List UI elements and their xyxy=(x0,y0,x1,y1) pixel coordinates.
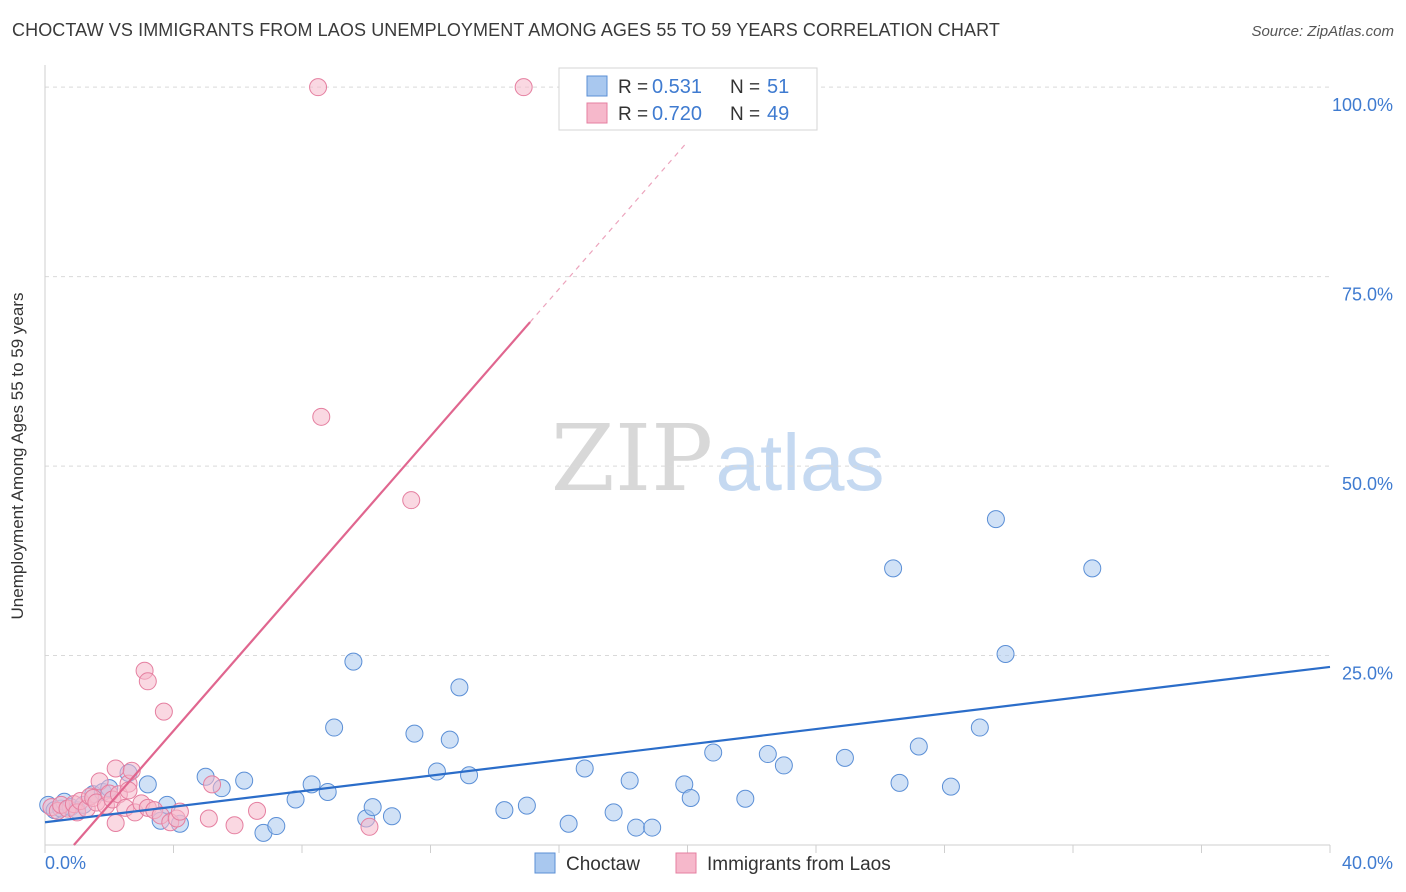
choctaw-point xyxy=(138,775,157,794)
tick-labels: 25.0% 50.0% 75.0% 100.0% 0.0% 40.0% xyxy=(45,95,1393,873)
x-tick-label: 40.0% xyxy=(1342,853,1393,873)
laos-trend-extension xyxy=(529,141,688,323)
laos-point xyxy=(360,817,379,836)
choctaw-points xyxy=(39,510,1102,842)
x-tick-label: 0.0% xyxy=(45,853,86,873)
laos-point xyxy=(225,816,244,835)
watermark-atlas: atlas xyxy=(716,418,885,507)
y-tick-label: 25.0% xyxy=(1342,664,1393,684)
choctaw-point xyxy=(620,771,639,790)
series-legend-label: Immigrants from Laos xyxy=(707,854,891,875)
legend-r-label: R = xyxy=(618,77,648,98)
laos-trend-line xyxy=(73,321,531,846)
stats-legend: R = 0.531 N = 51 R = 0.720 N = 49 xyxy=(558,67,818,131)
grid-lines xyxy=(45,86,1330,657)
choctaw-point xyxy=(575,759,594,778)
legend-n-value: 49 xyxy=(767,103,789,125)
laos-point xyxy=(312,407,331,426)
legend-r-value: 0.531 xyxy=(652,76,702,98)
series-legend: Choctaw Immigrants from Laos xyxy=(534,852,891,875)
y-tick-label: 100.0% xyxy=(1332,95,1393,115)
choctaw-point xyxy=(235,771,254,790)
legend-swatch xyxy=(586,102,608,124)
laos-point xyxy=(106,814,125,833)
y-tick-label: 75.0% xyxy=(1342,285,1393,305)
choctaw-point xyxy=(517,796,536,815)
laos-point xyxy=(203,775,222,794)
laos-point xyxy=(199,809,218,828)
series-legend-swatch xyxy=(675,852,697,874)
choctaw-point xyxy=(627,818,646,837)
choctaw-point xyxy=(643,818,662,837)
legend-n-value: 51 xyxy=(767,76,789,98)
laos-point xyxy=(90,772,109,791)
laos-point xyxy=(514,78,533,97)
laos-point xyxy=(248,801,267,820)
choctaw-point xyxy=(774,756,793,775)
choctaw-point xyxy=(267,817,286,836)
series-legend-swatch xyxy=(534,852,556,874)
choctaw-point xyxy=(970,718,989,737)
choctaw-point xyxy=(736,789,755,808)
choctaw-point xyxy=(450,678,469,697)
choctaw-point xyxy=(1083,559,1102,578)
choctaw-point xyxy=(909,737,928,756)
laos-point xyxy=(402,491,421,510)
choctaw-point xyxy=(890,773,909,792)
choctaw-point xyxy=(325,718,344,737)
y-tick-label: 50.0% xyxy=(1342,474,1393,494)
choctaw-point xyxy=(884,559,903,578)
choctaw-point xyxy=(344,652,363,671)
legend-swatch xyxy=(586,75,608,97)
choctaw-point xyxy=(681,789,700,808)
laos-point xyxy=(154,702,173,721)
watermark-zip: ZIP xyxy=(551,405,713,512)
watermark: ZIP atlas xyxy=(551,405,885,512)
legend-n-label: N = xyxy=(730,104,760,125)
choctaw-point xyxy=(405,724,424,743)
choctaw-point xyxy=(382,807,401,826)
choctaw-point xyxy=(758,745,777,764)
choctaw-point xyxy=(835,748,854,767)
series-legend-label: Choctaw xyxy=(566,854,640,875)
legend-r-value: 0.720 xyxy=(652,103,702,125)
laos-point xyxy=(106,759,125,778)
legend-r-label: R = xyxy=(618,104,648,125)
choctaw-point xyxy=(427,762,446,781)
legend-n-label: N = xyxy=(730,77,760,98)
choctaw-point xyxy=(996,645,1015,664)
choctaw-point xyxy=(604,803,623,822)
trend-lines xyxy=(44,141,1331,846)
choctaw-trend-line xyxy=(44,665,1331,824)
chart-source: Source: ZipAtlas.com xyxy=(1251,23,1394,40)
choctaw-point xyxy=(986,510,1005,529)
choctaw-point xyxy=(440,730,459,749)
choctaw-point xyxy=(704,743,723,762)
choctaw-point xyxy=(559,814,578,833)
laos-point xyxy=(138,672,157,691)
chart-title: CHOCTAW VS IMMIGRANTS FROM LAOS UNEMPLOY… xyxy=(12,20,1000,40)
laos-points xyxy=(42,78,533,836)
choctaw-point xyxy=(941,777,960,796)
laos-point xyxy=(309,78,328,97)
choctaw-point xyxy=(495,801,514,820)
axes xyxy=(44,65,1331,853)
choctaw-point xyxy=(363,798,382,817)
choctaw-point xyxy=(318,782,337,801)
